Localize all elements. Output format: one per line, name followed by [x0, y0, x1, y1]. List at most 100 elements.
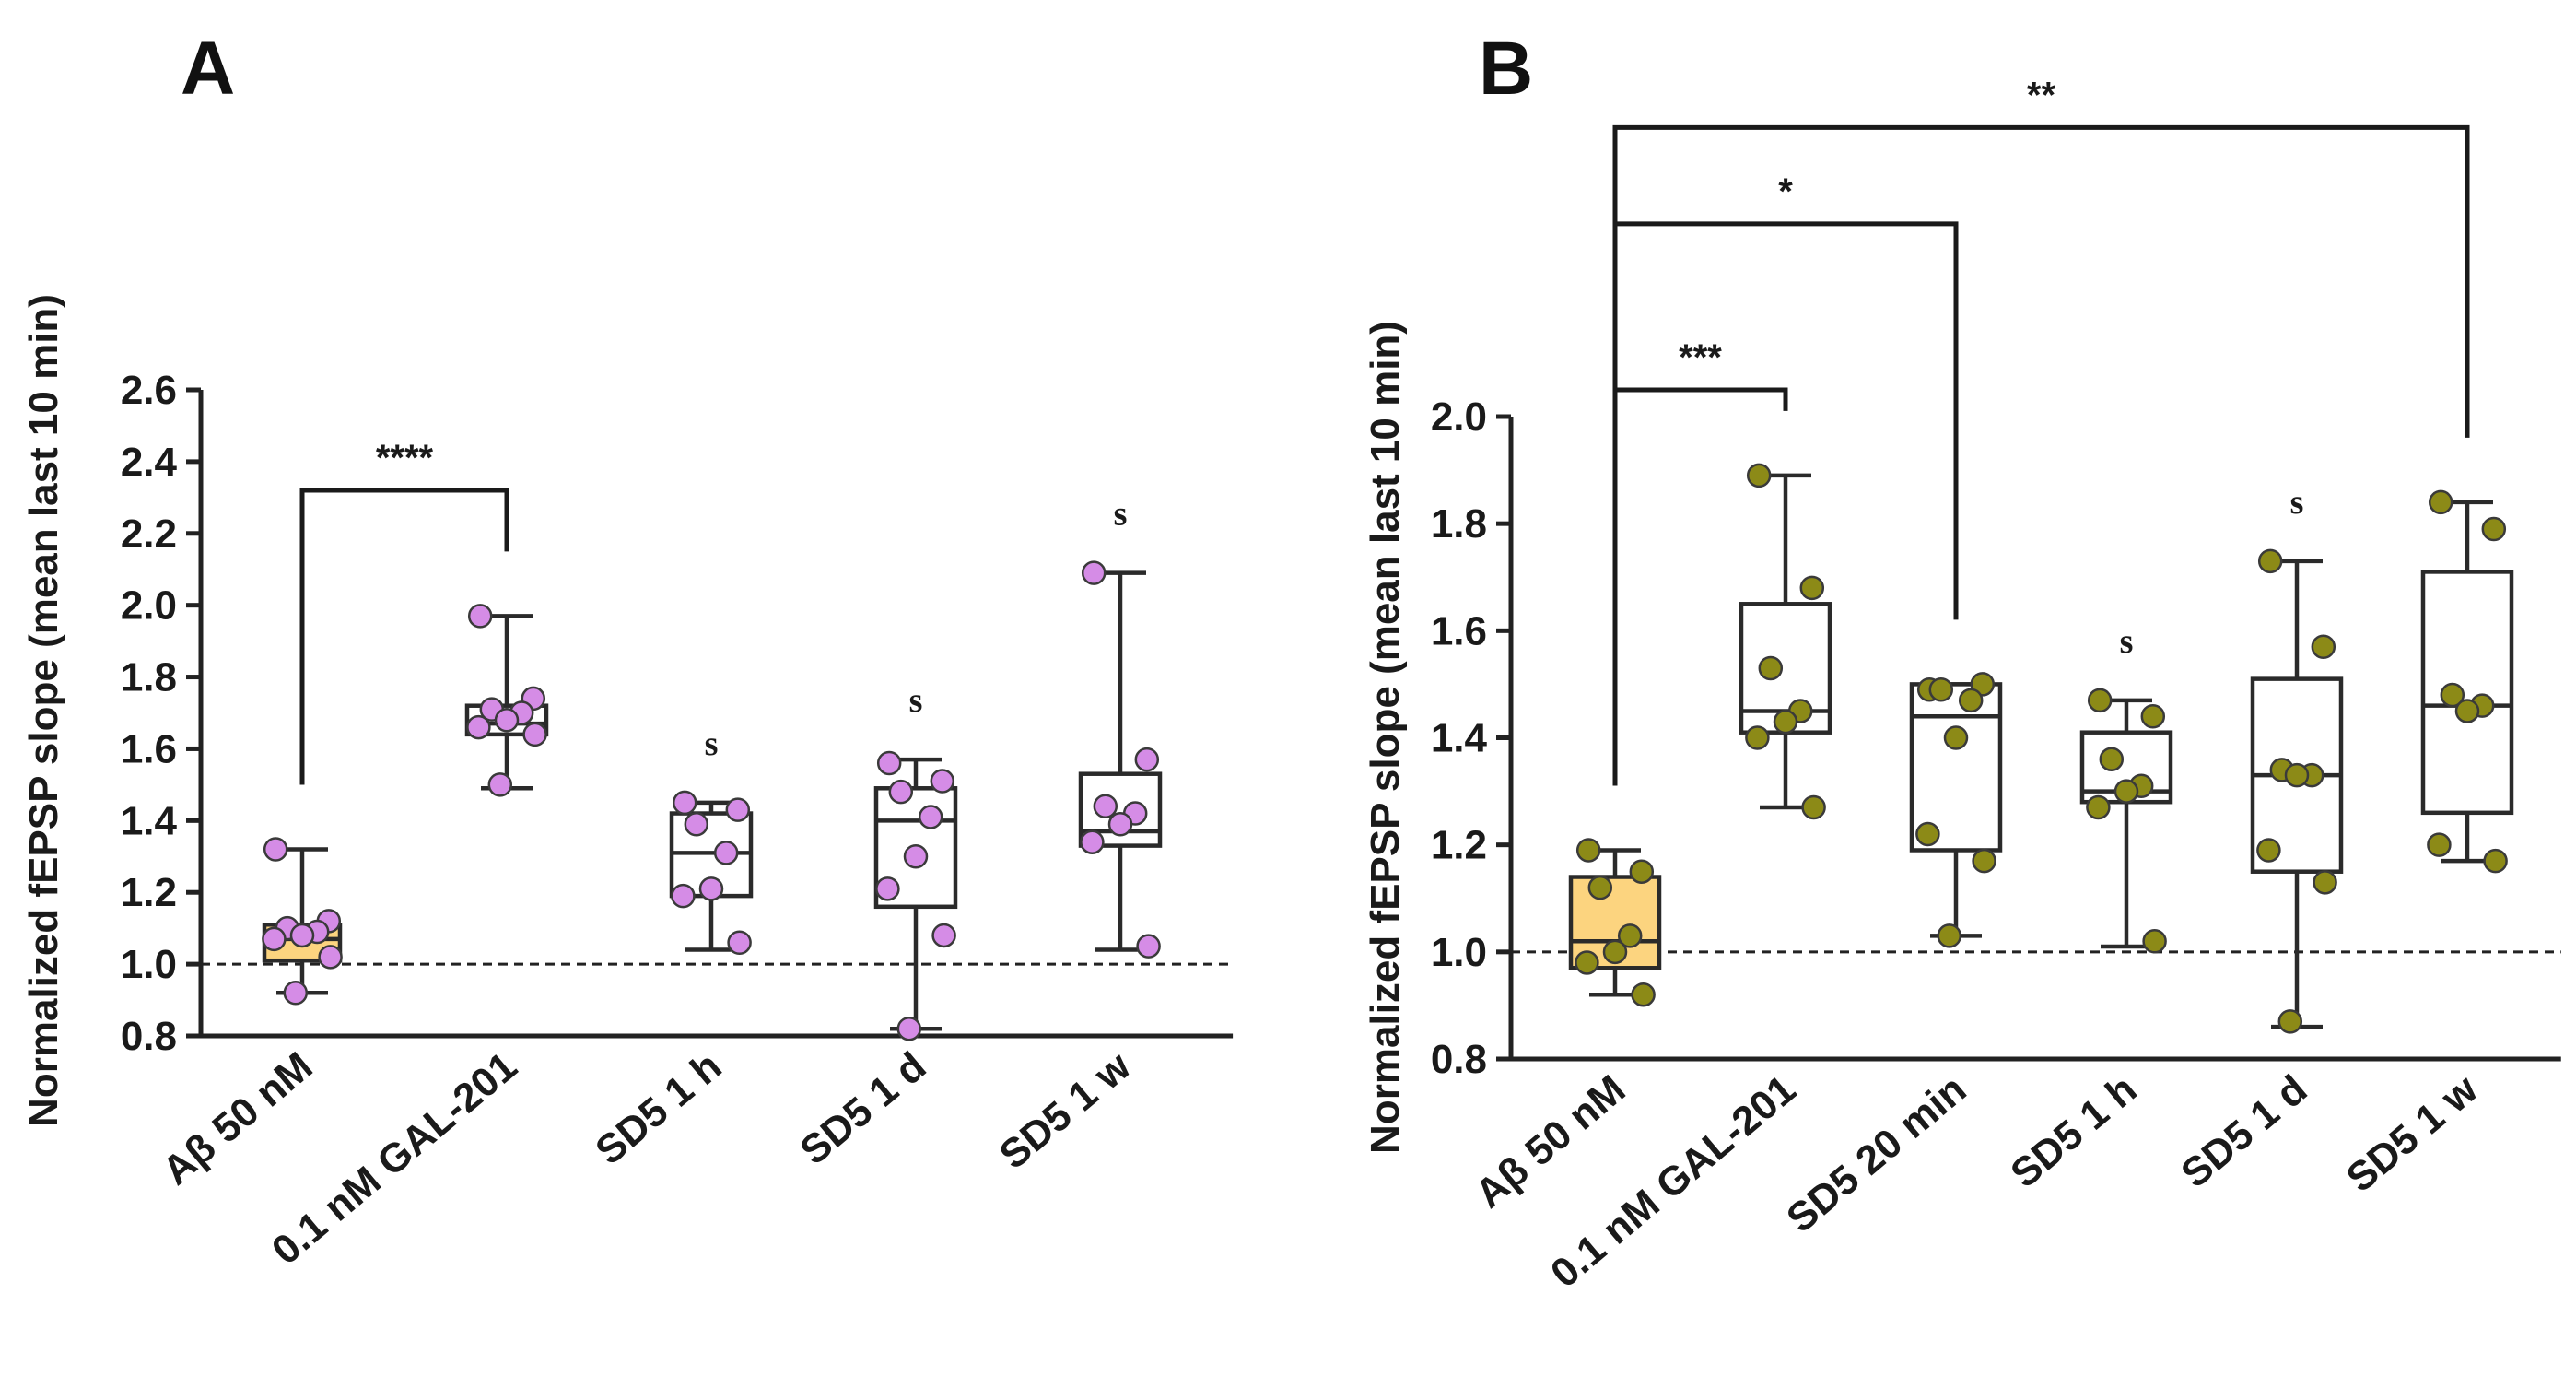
- data-point: [1915, 821, 1940, 847]
- data-point: [1745, 725, 1770, 750]
- data-point: [1799, 575, 1825, 601]
- data-point: [876, 750, 902, 776]
- y-tick-label: 1.2: [121, 870, 177, 915]
- x-category-label: SD5 1 h: [587, 1043, 730, 1173]
- data-point: [487, 772, 513, 797]
- data-point: [1134, 747, 1160, 772]
- significance-mark: s: [2290, 483, 2304, 522]
- data-point: [931, 923, 956, 948]
- data-point: [725, 797, 751, 822]
- data-point: [930, 769, 955, 794]
- comparison-bracket: [299, 488, 509, 785]
- y-tick-label: 1.6: [1431, 608, 1487, 653]
- data-point: [713, 841, 739, 865]
- comparison-bracket: [1612, 124, 2470, 786]
- y-tick-label: 1.8: [1431, 501, 1487, 547]
- x-category-label: SD5 1 w: [2338, 1066, 2487, 1201]
- data-point: [466, 714, 491, 740]
- comparison-label: ***: [1679, 337, 1722, 378]
- x-category-label: SD5 1 w: [991, 1043, 1140, 1178]
- data-point: [1758, 655, 1784, 681]
- data-point: [1080, 829, 1105, 854]
- data-point: [2099, 747, 2125, 771]
- data-point: [875, 876, 900, 901]
- y-tick-label: 0.8: [1431, 1037, 1487, 1082]
- data-point: [903, 844, 929, 869]
- data-point: [1972, 848, 1996, 874]
- data-point: [2257, 548, 2283, 574]
- data-point: [2086, 794, 2111, 820]
- data-point: [684, 811, 709, 837]
- data-point: [318, 945, 343, 970]
- y-tick-label: 2.4: [121, 440, 178, 485]
- y-tick-label: 1.0: [1431, 930, 1487, 975]
- data-point: [727, 930, 752, 955]
- data-point: [2311, 634, 2336, 660]
- y-tick-label: 1.6: [121, 726, 177, 771]
- data-point: [262, 926, 287, 952]
- data-point: [1943, 725, 1969, 750]
- y-tick-label: 1.4: [121, 798, 178, 843]
- data-point: [1575, 950, 1599, 975]
- data-point: [2113, 779, 2139, 804]
- data-point: [2087, 688, 2113, 713]
- data-point: [1937, 923, 1962, 948]
- data-point: [1093, 794, 1118, 819]
- comparison-label: *: [1778, 171, 1793, 212]
- data-point: [2440, 682, 2465, 708]
- data-point: [2284, 762, 2310, 788]
- significance-mark: s: [705, 724, 719, 763]
- data-point: [2256, 838, 2281, 863]
- y-tick-label: 2.6: [121, 368, 177, 413]
- data-point: [698, 876, 724, 901]
- data-point: [2481, 516, 2507, 542]
- data-point: [1107, 811, 1133, 837]
- data-point: [2142, 928, 2167, 954]
- data-point: [1081, 560, 1107, 585]
- x-category-label: SD5 20 min: [1778, 1066, 1974, 1241]
- data-point: [1602, 939, 1628, 965]
- data-point: [1801, 794, 1826, 820]
- data-point: [494, 708, 520, 733]
- data-point: [888, 779, 914, 805]
- x-category-label: Aβ 50 nM: [154, 1043, 321, 1194]
- significance-mark: s: [2120, 622, 2134, 661]
- box: [2420, 570, 2514, 816]
- panel-a-label: A: [181, 27, 235, 111]
- x-category-label: SD5 1 d: [2172, 1066, 2315, 1196]
- data-point: [1575, 838, 1601, 863]
- data-point: [1928, 676, 1954, 702]
- y-axis-label: Normalized fEPSP slope (mean last 10 min…: [21, 294, 66, 1127]
- data-point: [283, 981, 309, 1006]
- significance-mark: s: [909, 681, 923, 720]
- data-point: [2313, 870, 2337, 895]
- data-point: [467, 604, 493, 629]
- data-point: [1136, 934, 1161, 959]
- data-point: [2428, 489, 2453, 515]
- data-point: [1629, 859, 1655, 884]
- data-point: [1617, 923, 1643, 948]
- data-point: [263, 837, 288, 862]
- comparison-label: ****: [376, 438, 434, 478]
- data-point: [2427, 832, 2452, 857]
- data-point: [1773, 709, 1798, 735]
- data-point: [2277, 1009, 2303, 1034]
- y-tick-label: 0.8: [121, 1014, 177, 1059]
- significance-mark: s: [1114, 495, 1128, 534]
- data-point: [896, 1016, 922, 1041]
- y-axis-label: Normalized fEPSP slope (mean last 10 min…: [1363, 321, 1408, 1154]
- panel-b-label: B: [1479, 27, 1533, 111]
- data-point: [1587, 875, 1613, 900]
- data-point: [1746, 463, 1772, 488]
- y-tick-label: 1.2: [1431, 823, 1487, 868]
- comparison-label: **: [2027, 75, 2056, 115]
- data-point: [918, 805, 943, 829]
- data-point: [2454, 699, 2480, 723]
- y-tick-label: 1.4: [1431, 716, 1488, 761]
- data-point: [2483, 848, 2508, 874]
- y-tick-label: 2.2: [121, 512, 177, 557]
- y-tick-label: 2.0: [1431, 394, 1487, 440]
- x-category-label: SD5 1 d: [791, 1043, 934, 1173]
- data-point: [1631, 982, 1656, 1007]
